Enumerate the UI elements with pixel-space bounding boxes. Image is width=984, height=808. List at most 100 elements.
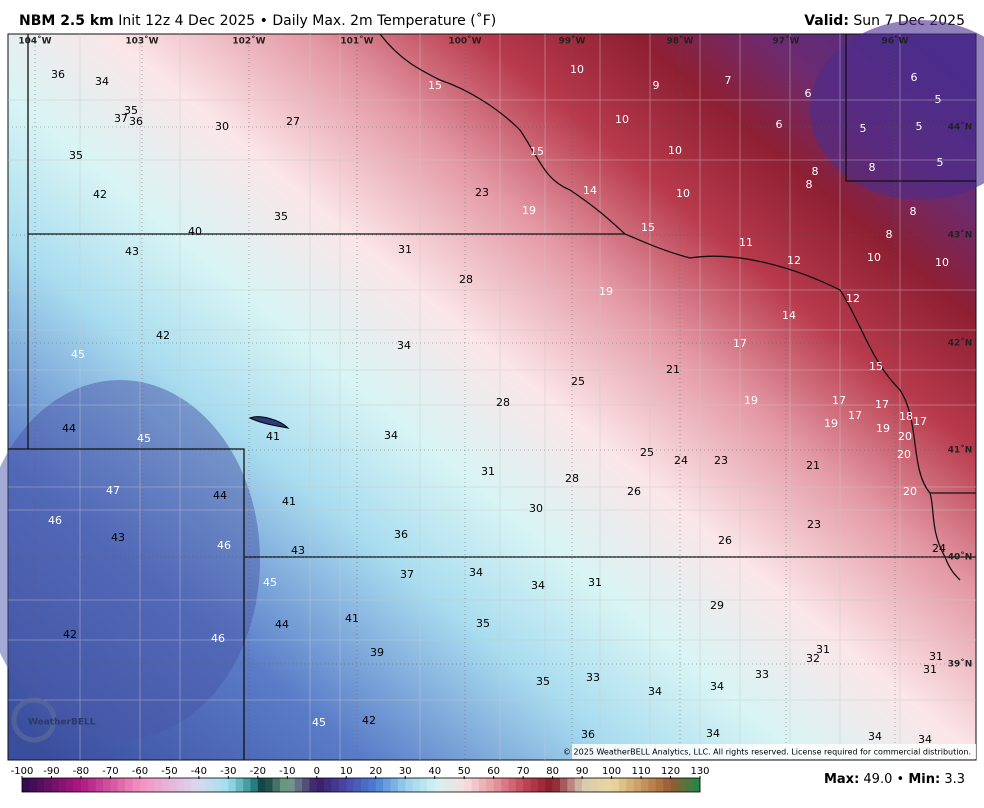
temperature-label: 10 xyxy=(935,256,949,269)
colorbar-swatch xyxy=(582,778,590,792)
temperature-label: 12 xyxy=(846,292,860,305)
colorbar-swatch xyxy=(574,778,583,792)
colorbar-swatch xyxy=(73,778,82,792)
temperature-label: 46 xyxy=(217,539,231,552)
colorbar-tick-label: 90 xyxy=(576,766,589,777)
colorbar-swatch xyxy=(545,778,553,792)
temperature-label: 34 xyxy=(868,730,882,743)
colorbar-swatch xyxy=(537,778,546,792)
header-left: NBM 2.5 km Init 12z 4 Dec 2025 • Daily M… xyxy=(19,12,496,29)
reservoir xyxy=(248,416,290,429)
colorbar-swatch xyxy=(51,778,60,792)
stats: Max: 49.0 • Min: 3.3 xyxy=(824,772,965,787)
model: NBM 2.5 km xyxy=(19,13,114,29)
temperature-label: 34 xyxy=(648,685,662,698)
temperature-label: 36 xyxy=(394,528,408,541)
colorbar-swatch xyxy=(626,778,634,792)
copyright: © 2025 WeatherBELL Analytics, LLC. All r… xyxy=(563,748,971,757)
colorbar-swatch xyxy=(375,778,384,792)
valid-label: Valid: xyxy=(804,13,849,29)
graticule: 104˚W 103˚W 102˚W 101˚W 100˚W 99˚W 98˚W 97˚W 96˚… xyxy=(8,34,976,760)
temperature-label: 17 xyxy=(832,394,846,407)
temperature-label: 34 xyxy=(918,733,932,746)
colorbar-swatch xyxy=(663,778,671,792)
longitude-label: 97˚W xyxy=(773,36,800,47)
colorbar-tick-label: 110 xyxy=(631,766,650,777)
longitude-label: 103˚W xyxy=(125,36,158,47)
colorbar-swatch xyxy=(434,778,443,792)
temperature-label: 15 xyxy=(869,360,883,373)
temperature-label: 36 xyxy=(51,68,65,81)
temperature-label: 15 xyxy=(641,221,655,234)
colorbar-swatch xyxy=(95,778,104,792)
header: NBM 2.5 km Init 12z 4 Dec 2025 • Daily M… xyxy=(19,12,965,29)
latitude-label: 41˚N xyxy=(948,445,973,456)
colorbar-swatch xyxy=(346,778,354,792)
longitude-label: 102˚W xyxy=(232,36,265,47)
colorbar-swatch xyxy=(655,778,664,792)
temperature-label: 34 xyxy=(710,680,724,693)
colorbar-swatch xyxy=(44,778,52,792)
colorbar-swatch xyxy=(139,778,148,792)
colorbar-swatch xyxy=(132,778,141,792)
colorbar-swatch xyxy=(523,778,531,792)
colorbar-swatch xyxy=(206,778,214,792)
colorbar-swatch xyxy=(442,778,450,792)
temperature-label: 31 xyxy=(588,576,602,589)
colorbar-swatch xyxy=(486,778,494,792)
latitude-label: 44˚N xyxy=(948,122,973,133)
temperature-label: 29 xyxy=(710,599,724,612)
colorbar-swatch xyxy=(184,778,192,792)
colorbar-swatch xyxy=(559,778,568,792)
colorbar-swatch xyxy=(287,778,295,792)
temperature-label: 23 xyxy=(714,454,728,467)
colorbar-swatch xyxy=(29,778,38,792)
temperature-label: 19 xyxy=(599,285,613,298)
temperature-label: 9 xyxy=(653,79,660,92)
temperature-label: 19 xyxy=(522,204,536,217)
temperature-label: 14 xyxy=(782,309,796,322)
colorbar-swatch xyxy=(265,778,273,792)
temperature-label: 35 xyxy=(124,104,138,117)
temperature-label: 21 xyxy=(666,363,680,376)
temperature-label: 35 xyxy=(536,675,550,688)
colorbar-swatch xyxy=(338,778,347,792)
temperature-label: 44 xyxy=(62,422,76,435)
colorbar-swatch xyxy=(670,778,679,792)
colorbar-swatch xyxy=(508,778,517,792)
colorbar-swatch xyxy=(471,778,480,792)
temperature-label: 42 xyxy=(156,329,170,342)
colorbar-swatch xyxy=(103,778,111,792)
init: Init 12z 4 Dec 2025 xyxy=(118,13,255,29)
colorbar-tick-label: 0 xyxy=(314,766,320,777)
temperature-label: 24 xyxy=(932,542,946,555)
county-lines xyxy=(8,34,976,760)
temperature-label: 42 xyxy=(63,628,77,641)
temperature-label: 34 xyxy=(531,579,545,592)
temperature-label: 31 xyxy=(816,643,830,656)
colorbar-tick-label: 20 xyxy=(369,766,382,777)
temperature-label: 43 xyxy=(125,245,139,258)
temperature-label: 19 xyxy=(744,394,758,407)
colorbar-swatch xyxy=(191,778,200,792)
colorbar-swatch xyxy=(58,778,67,792)
colorbar-swatch xyxy=(235,778,244,792)
temperature-label: 32 xyxy=(806,652,820,665)
colorbar-swatch xyxy=(353,778,362,792)
colorbar-swatch xyxy=(110,778,119,792)
colorbar-tick-label: -100 xyxy=(11,766,34,777)
colorbar: -100 -90 -80 -70 -60 -50 -40 -30 -20 -10 0 10 20 30 40… xyxy=(11,766,710,793)
colorbar-swatch xyxy=(324,778,332,792)
colorbar-swatch xyxy=(567,778,576,792)
temperature-label: 28 xyxy=(459,273,473,286)
colorbar-swatch xyxy=(692,778,701,792)
latitude-label: 42˚N xyxy=(948,338,973,349)
map: 104˚W 103˚W 102˚W 101˚W 100˚W 99˚W 98˚W 97˚W 96˚… xyxy=(0,20,984,761)
temperature-label: 41 xyxy=(266,430,280,443)
temperature-label: 25 xyxy=(640,446,654,459)
temperature-label: 45 xyxy=(137,432,151,445)
temperature-label: 8 xyxy=(869,161,876,174)
temperature-label: 35 xyxy=(69,149,83,162)
colorbar-swatch xyxy=(250,778,259,792)
